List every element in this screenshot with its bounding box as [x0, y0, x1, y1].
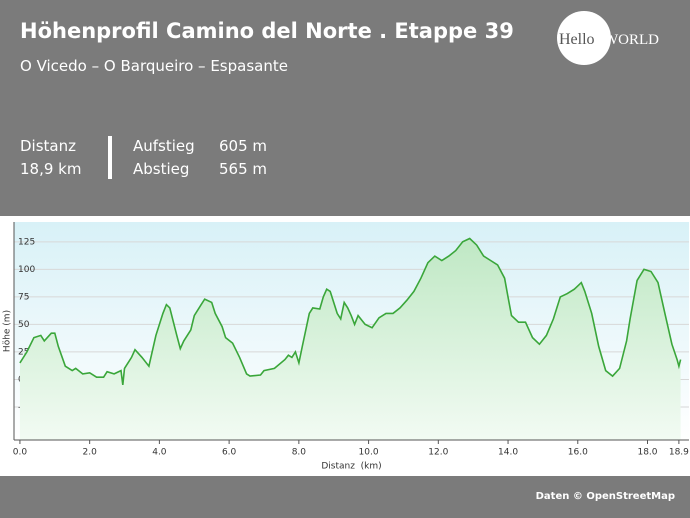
- x-tick-label: 18.0: [637, 448, 657, 458]
- x-tick-label: 10.0: [359, 448, 379, 458]
- y-tick-label: 100: [18, 265, 35, 275]
- logo-left: Hello: [559, 31, 595, 48]
- x-tick-label: 12.0: [428, 448, 448, 458]
- subtitle: O Vicedo – O Barqueiro – Espasante: [20, 57, 288, 75]
- x-tick-label: 8.0: [292, 448, 307, 458]
- elevation-area: [19, 238, 681, 440]
- x-tick-label: 4.0: [152, 448, 167, 458]
- stat-label: Distanz: [20, 137, 76, 155]
- stat-label: Abstieg: [133, 160, 189, 178]
- logo-circle: [557, 11, 611, 65]
- x-tick-label: 14.0: [498, 448, 518, 458]
- x-tick-label: 18.9: [669, 448, 689, 458]
- title: Höhenprofil Camino del Norte . Etappe 39: [20, 19, 514, 43]
- stat-label: Aufstieg: [133, 137, 195, 155]
- x-tick-label: 6.0: [222, 448, 237, 458]
- y-tick-label: 50: [18, 320, 30, 330]
- divider: [108, 136, 112, 179]
- y-tick-label: 25: [18, 347, 29, 357]
- logo-right: WORLD: [604, 32, 659, 48]
- y-axis-label: Höhe (m): [3, 310, 13, 352]
- x-tick-label: 2.0: [82, 448, 97, 458]
- x-tick-label: 0.0: [13, 448, 28, 458]
- x-axis-label: Distanz (km): [321, 462, 381, 472]
- footer: Daten © OpenStreetMap: [536, 491, 675, 502]
- y-tick-label: 75: [18, 292, 29, 302]
- stat-value: 605 m: [219, 137, 267, 155]
- y-tick-label: 125: [18, 237, 35, 247]
- footer-bg: [0, 476, 690, 518]
- elevation-line: [19, 237, 682, 385]
- x-tick-label: 16.0: [568, 448, 588, 458]
- stat-value: 18,9 km: [20, 160, 81, 178]
- stat-value: 565 m: [219, 160, 267, 178]
